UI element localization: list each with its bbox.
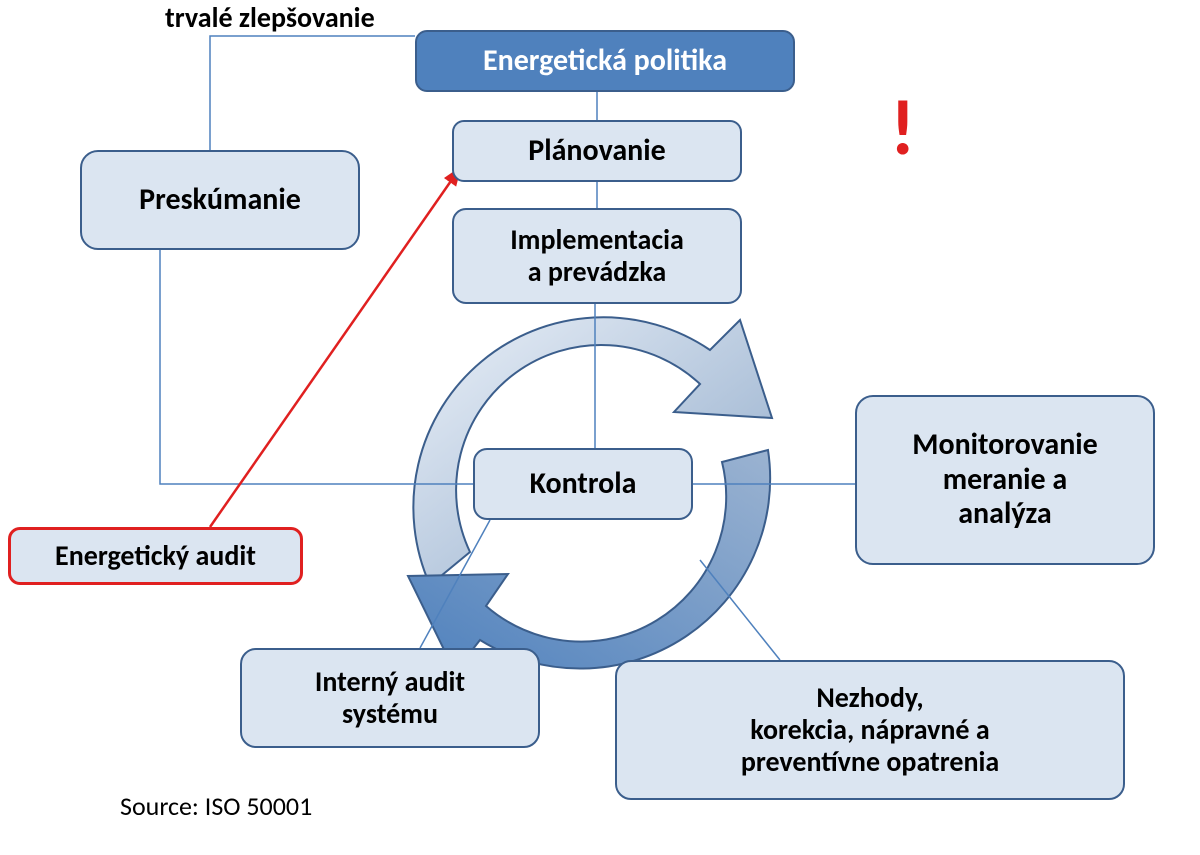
node-label: Interný audit systému xyxy=(315,666,465,730)
node-implementacia: Implementacia a prevádzka xyxy=(452,208,742,304)
node-energeticka-politika: Energetická politika xyxy=(415,30,795,92)
edge-kontrola-preskumanie xyxy=(160,250,473,484)
label-trvale-zlepsovanie: trvalé zlepšovanie xyxy=(165,0,375,35)
node-planovanie: Plánovanie xyxy=(452,120,742,182)
node-kontrola: Kontrola xyxy=(473,448,693,520)
node-energeticky-audit: Energetický audit xyxy=(8,527,303,585)
edge-kontrola-interny xyxy=(420,520,490,648)
node-label: Plánovanie xyxy=(528,134,665,169)
node-label: Energetická politika xyxy=(483,44,727,79)
node-label: Monitorovanie meranie a analýza xyxy=(912,428,1098,532)
node-monitorovanie: Monitorovanie meranie a analýza xyxy=(855,395,1155,565)
node-label: Kontrola xyxy=(530,467,637,502)
node-nezhody: Nezhody, korekcia, nápravné a preventívn… xyxy=(615,660,1125,800)
node-label: Preskúmanie xyxy=(139,183,301,218)
exclamation-icon: ! xyxy=(890,80,915,175)
node-label: Energetický audit xyxy=(55,540,256,572)
node-preskumanie: Preskúmanie xyxy=(80,150,360,250)
edge-preskumanie-top xyxy=(210,36,415,150)
node-label: Nezhody, korekcia, nápravné a preventívn… xyxy=(741,682,999,779)
label-source: Source: ISO 50001 xyxy=(120,790,312,822)
edge-kontrola-nezhody xyxy=(700,560,780,660)
node-label: Implementacia a prevádzka xyxy=(510,224,684,288)
node-interny-audit: Interný audit systému xyxy=(240,648,540,748)
